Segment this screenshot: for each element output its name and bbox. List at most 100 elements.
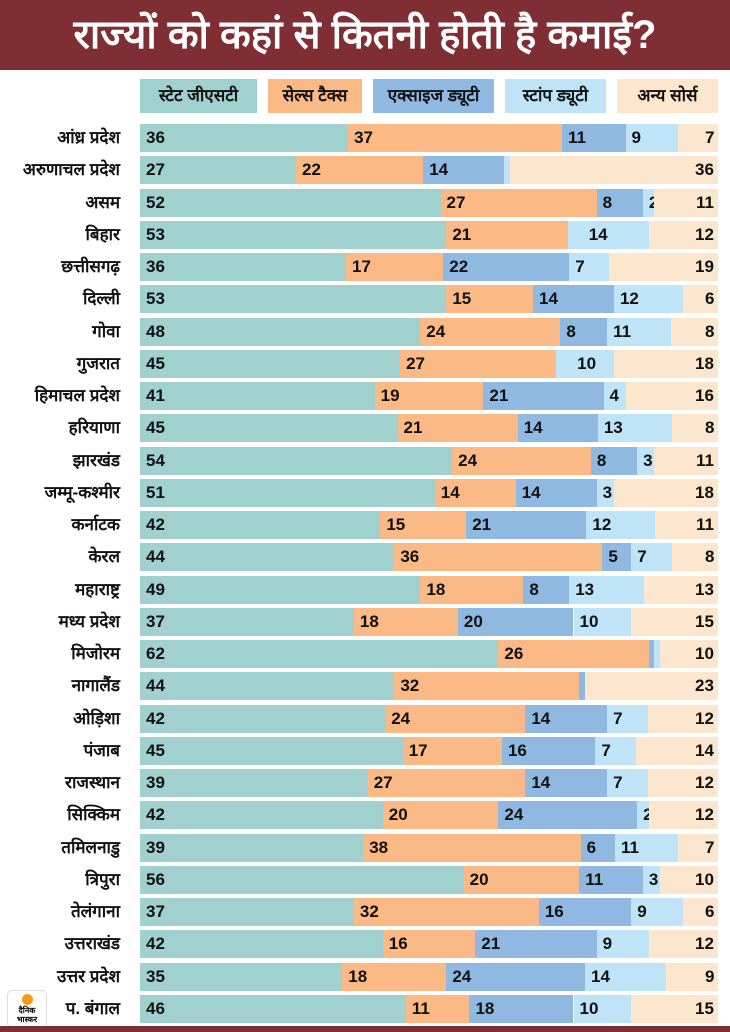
value-label: 39 [146,773,165,792]
value-label: 19 [695,257,714,276]
value-label: 20 [463,611,483,631]
bar-segment [580,833,615,862]
bar-segment [648,801,718,830]
bar-segment [498,640,649,668]
bar-row: उत्तराखंड 42 16 21 9 12 [0,930,730,959]
bar-segment [374,382,484,410]
state-label: तमिलनाडु [61,837,120,857]
value-label: 8 [705,418,715,438]
bar-segment [602,543,632,572]
bar-segment [140,736,403,765]
value-label: 11 [620,837,639,857]
bar-segment [647,769,718,797]
bar-segment [561,124,626,152]
bar-segment [140,124,349,152]
chart-title: राज्यों को कहां से कितनी होती है कमाई? [0,0,730,70]
value-label: 21 [489,386,509,405]
bar-segment [613,285,684,314]
bar-row: नागालैंड44321023 [0,672,730,701]
bar-segment [420,575,524,604]
value-label: 27 [446,192,466,212]
value-label: 42 [146,515,165,534]
sun-icon [21,994,33,1005]
bar-row: गोवा 48 24 8 11 8 [0,317,730,346]
bar-segment [613,349,718,378]
bar-row: ओड़िशा 42 24 14 7 12 [0,704,730,733]
bar-segment [367,769,526,797]
value-label: 32 [359,902,379,921]
bar-row: त्रिपुरा 56 20 11 3 10 [0,865,730,894]
bar-segment [631,543,672,572]
value-label: 16 [388,934,408,954]
bar-segment [595,736,637,765]
bar-segment [660,640,718,668]
bar-segment [569,575,644,604]
bar-segment [609,253,718,281]
bar-segment [140,769,368,797]
value-label: 12 [695,708,714,728]
bar-row: मिजोरम62261110 [0,640,730,668]
bar-segment [683,285,718,314]
bar-row: सिक्किम 42 20 24 2 12 [0,801,730,830]
bar-segment [647,704,718,733]
value-label: 4 [609,386,619,405]
bar-segment [560,317,608,346]
bar-segment [443,253,570,281]
value-label: 21 [403,418,423,438]
value-label: 27 [406,353,426,373]
value-label: 3 [643,450,653,470]
bar-segment [631,898,684,926]
state-label: गोवा [92,321,120,341]
bar-segment [463,865,580,894]
value-label: 22 [449,257,469,276]
legend-item: एक्साइज ड्यूटी [373,79,494,113]
value-label: 14 [588,224,608,244]
bar-segment [607,704,648,733]
bar-segment [683,898,718,926]
value-label: 45 [146,418,165,438]
state-label: छत्तीसगढ़ [61,257,120,276]
bar-row: असम 52 27 8 2 11 [0,188,730,217]
state-label: प. बंगाल [65,998,120,1018]
bar-segment [654,640,661,668]
value-label: 15 [452,289,472,309]
bar-segment [457,607,574,636]
bar-segment [440,188,597,217]
bar-segment [348,124,562,152]
bar-segment [613,478,718,507]
legend-item: सेल्स टैक्स [268,79,362,113]
bar-segment [140,446,453,475]
state-label: आंध्र प्रदेश [57,128,120,147]
bar-row: अरुणाचल प्रदेश272214136 [0,156,730,185]
value-label: 14 [531,773,551,792]
bar-row: जम्मू-कश्मीर 51 14 14 3 18 [0,478,730,507]
bar-segment [382,801,499,830]
bar-segment [380,511,467,539]
bar-segment [466,511,587,539]
bar-segment [140,511,381,539]
bar-segment [523,575,570,604]
value-label: 35 [146,966,165,986]
value-label: 3 [648,869,659,889]
value-label: 11 [411,998,430,1018]
bar-segment [625,124,678,152]
bar-segment [140,156,297,185]
bar-segment [140,704,386,733]
bar-row: बिहार532101412 [0,220,730,249]
value-label: 6 [586,837,597,857]
value-label: 18 [348,966,368,986]
value-label: 7 [637,547,647,567]
bar-segment [140,898,354,926]
bar-segment [394,543,603,572]
value-label: 21 [481,934,501,954]
bar-segment [397,414,518,443]
bar-segment [140,994,406,1023]
value-label: 14 [521,482,541,502]
bar-segment [434,478,516,507]
bar-segment [525,769,608,797]
value-label: 8 [596,450,607,470]
bar-segment [590,446,638,475]
bar-segment [402,736,502,765]
value-label: 41 [146,386,165,405]
bar-segment [671,543,718,572]
